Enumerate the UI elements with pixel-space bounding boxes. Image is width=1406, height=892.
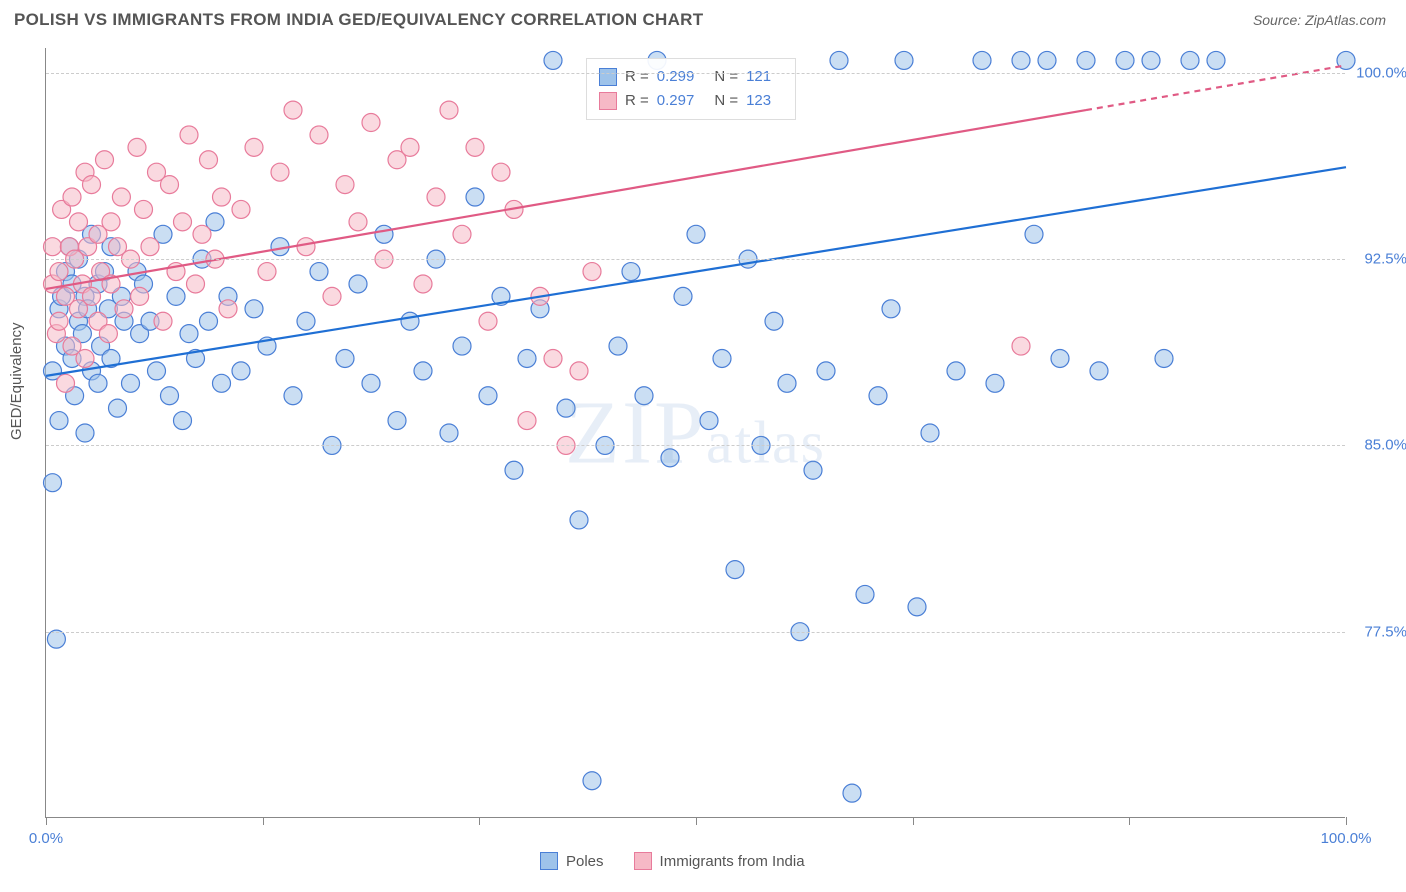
swatch-poles: [599, 68, 617, 86]
legend-item-poles: Poles: [540, 852, 604, 870]
header: POLISH VS IMMIGRANTS FROM INDIA GED/EQUI…: [0, 0, 1406, 38]
legend-label-poles: Poles: [566, 853, 604, 870]
chart-plot-area: R = 0.299 N = 121 R = 0.297 N = 123 ZIPa…: [45, 48, 1345, 818]
swatch-poles: [540, 852, 558, 870]
scatter-svg: [46, 48, 1345, 817]
r-label: R =: [625, 65, 649, 89]
r-value-poles: 0.299: [657, 65, 695, 89]
bottom-legend: Poles Immigrants from India: [540, 852, 805, 870]
swatch-india: [634, 852, 652, 870]
r-value-india: 0.297: [657, 89, 695, 113]
stats-row-india: R = 0.297 N = 123: [599, 89, 783, 113]
r-label: R =: [625, 89, 649, 113]
source-attribution: Source: ZipAtlas.com: [1253, 12, 1386, 28]
legend-label-india: Immigrants from India: [660, 853, 805, 870]
n-label: N =: [714, 65, 738, 89]
y-axis-label: GED/Equivalency: [8, 322, 25, 440]
swatch-india: [599, 92, 617, 110]
stats-row-poles: R = 0.299 N = 121: [599, 65, 783, 89]
chart-title: POLISH VS IMMIGRANTS FROM INDIA GED/EQUI…: [14, 10, 703, 30]
legend-item-india: Immigrants from India: [634, 852, 805, 870]
n-value-poles: 121: [746, 65, 771, 89]
n-value-india: 123: [746, 89, 771, 113]
n-label: N =: [714, 89, 738, 113]
correlation-stats-box: R = 0.299 N = 121 R = 0.297 N = 123: [586, 58, 796, 120]
